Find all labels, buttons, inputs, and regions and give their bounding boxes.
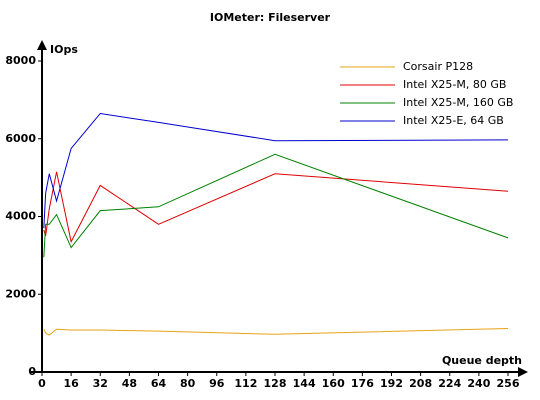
y-axis-label: IOps: [50, 43, 78, 56]
x-tick-label: 240: [467, 377, 490, 390]
y-tick-label: 8000: [5, 54, 36, 67]
x-tick-label: 176: [351, 377, 374, 390]
y-tick-label: 2000: [5, 287, 36, 300]
x-tick-label: 192: [380, 377, 403, 390]
series-line: [43, 153, 509, 258]
y-axis-arrow: [37, 40, 47, 50]
y-tick-label: 4000: [5, 210, 36, 223]
legend-label: Intel X25-M, 80 GB: [403, 78, 506, 91]
x-tick-label: 144: [293, 377, 316, 390]
x-tick-label: 224: [438, 377, 461, 390]
series-line: [43, 171, 509, 244]
x-axis-label: Queue depth: [442, 354, 522, 367]
series-line: [43, 327, 509, 336]
x-axis-arrow: [518, 367, 528, 377]
y-tick-label: 6000: [5, 132, 36, 145]
x-tick-label: 96: [209, 377, 225, 390]
chart-title: IOMeter: Fileserver: [210, 11, 331, 24]
x-tick-label: 128: [264, 377, 287, 390]
series-line: [43, 112, 509, 229]
x-tick-label: 64: [151, 377, 167, 390]
x-tick-label: 80: [180, 377, 196, 390]
y-tick-label: 0: [28, 365, 36, 378]
x-tick-label: 112: [234, 377, 257, 390]
legend-label: Intel X25-M, 160 GB: [403, 96, 513, 109]
x-tick-label: 48: [122, 377, 137, 390]
legend-label: Corsair P128: [403, 60, 473, 73]
x-tick-label: 16: [63, 377, 79, 390]
x-tick-label: 0: [38, 377, 46, 390]
legend-label: Intel X25-E, 64 GB: [403, 114, 504, 127]
x-tick-label: 208: [409, 377, 432, 390]
x-tick-label: 32: [93, 377, 108, 390]
x-tick-label: 256: [497, 377, 520, 390]
x-tick-label: 160: [322, 377, 345, 390]
